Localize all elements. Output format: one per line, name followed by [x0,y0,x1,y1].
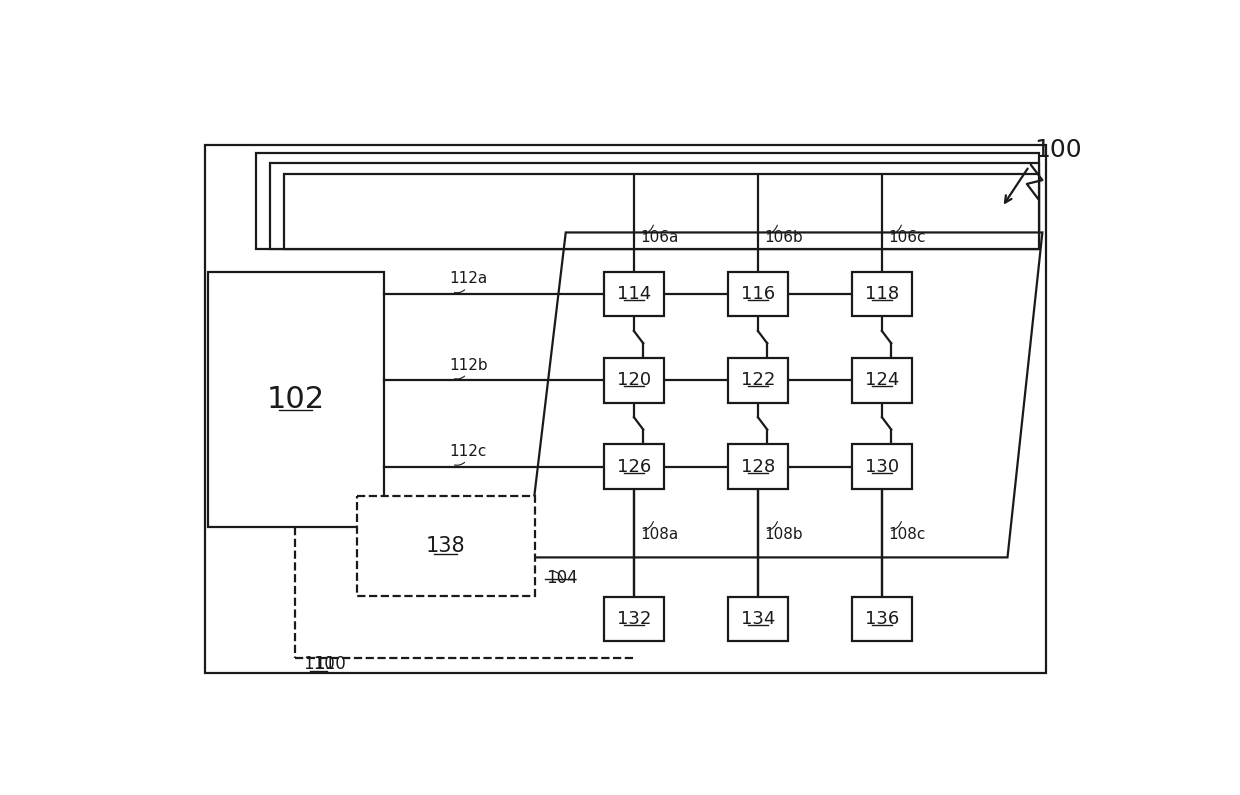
Text: 126: 126 [616,458,651,475]
Bar [852,444,913,489]
Text: 128: 128 [740,458,775,475]
Text: 120: 120 [616,371,651,390]
Text: 106b: 106b [764,231,804,246]
Bar [728,444,789,489]
Text: 108a: 108a [640,527,678,542]
Text: 106a: 106a [640,231,678,246]
Text: 132: 132 [616,610,651,628]
Bar [604,272,665,316]
Bar [284,174,1039,250]
Bar [255,153,1039,250]
Text: 122: 122 [740,371,775,390]
Text: 110: 110 [314,654,346,673]
Text: 124: 124 [864,371,899,390]
Text: 138: 138 [425,536,465,556]
Bar [206,145,1047,673]
Bar [604,358,665,402]
Text: 108c: 108c [888,527,925,542]
Bar [728,597,789,642]
Text: 130: 130 [864,458,899,475]
Text: 136: 136 [864,610,899,628]
Text: 116: 116 [740,285,775,303]
Text: 104: 104 [547,569,578,587]
Text: 134: 134 [740,610,775,628]
Text: 112b: 112b [449,358,489,373]
Text: 112c: 112c [449,444,487,459]
Bar [270,163,1039,250]
Bar [728,358,789,402]
Text: 100: 100 [1034,138,1081,161]
Text: 112a: 112a [449,271,487,286]
Bar [604,444,665,489]
Bar [357,496,534,596]
Bar [728,272,789,316]
Bar [207,273,383,526]
Text: 102: 102 [267,385,325,414]
Bar [852,358,913,402]
Text: 110: 110 [303,654,335,673]
Text: 108b: 108b [764,527,802,542]
Bar [604,597,665,642]
Text: 118: 118 [864,285,899,303]
Bar [852,597,913,642]
Bar [852,272,913,316]
Text: 106c: 106c [888,231,925,246]
Text: 114: 114 [616,285,651,303]
